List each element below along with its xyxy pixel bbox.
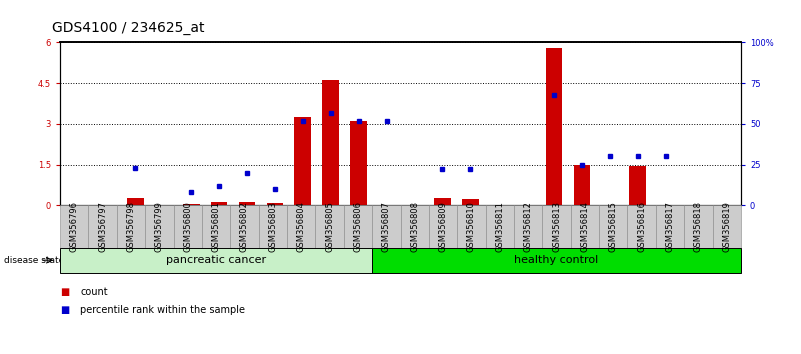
Text: GSM356799: GSM356799	[155, 201, 164, 252]
Text: GSM356805: GSM356805	[325, 201, 334, 252]
Bar	[211, 202, 227, 205]
Text: GSM356804: GSM356804	[296, 201, 306, 252]
Text: GSM356807: GSM356807	[382, 201, 391, 252]
Text: GSM356817: GSM356817	[666, 201, 674, 252]
Text: GSM356818: GSM356818	[694, 201, 702, 252]
Bar	[434, 198, 451, 205]
Text: GSM356796: GSM356796	[70, 201, 78, 252]
Text: ■: ■	[60, 305, 70, 315]
Text: GSM356809: GSM356809	[439, 201, 448, 252]
Text: percentile rank within the sample: percentile rank within the sample	[80, 305, 245, 315]
Text: GSM356802: GSM356802	[240, 201, 249, 252]
Bar	[183, 204, 199, 205]
Bar	[239, 202, 256, 205]
Text: GSM356810: GSM356810	[467, 201, 476, 252]
Bar	[295, 117, 312, 205]
Bar	[462, 199, 479, 205]
Text: pancreatic cancer: pancreatic cancer	[166, 255, 266, 265]
Text: GSM356801: GSM356801	[211, 201, 220, 252]
Text: GSM356806: GSM356806	[353, 201, 362, 252]
Text: GSM356808: GSM356808	[410, 201, 419, 252]
Text: GSM356815: GSM356815	[609, 201, 618, 252]
Bar	[630, 166, 646, 205]
Text: GSM356800: GSM356800	[183, 201, 192, 252]
Text: GSM356803: GSM356803	[268, 201, 277, 252]
Text: GSM356812: GSM356812	[524, 201, 533, 252]
Text: GSM356819: GSM356819	[723, 201, 731, 252]
Text: GSM356811: GSM356811	[495, 201, 505, 252]
Text: GSM356798: GSM356798	[127, 201, 135, 252]
Bar	[545, 48, 562, 205]
Text: GSM356814: GSM356814	[581, 201, 590, 252]
Text: GSM356816: GSM356816	[637, 201, 646, 252]
Bar	[574, 165, 590, 205]
Text: healthy control: healthy control	[514, 255, 598, 265]
Text: GDS4100 / 234625_at: GDS4100 / 234625_at	[52, 21, 204, 35]
Bar	[267, 204, 284, 205]
Bar	[322, 80, 339, 205]
Text: ■: ■	[60, 287, 70, 297]
Bar	[127, 198, 144, 205]
Text: count: count	[80, 287, 107, 297]
Text: GSM356797: GSM356797	[99, 201, 107, 252]
Text: disease state: disease state	[4, 256, 64, 265]
Bar	[350, 121, 367, 205]
Text: GSM356813: GSM356813	[552, 201, 561, 252]
